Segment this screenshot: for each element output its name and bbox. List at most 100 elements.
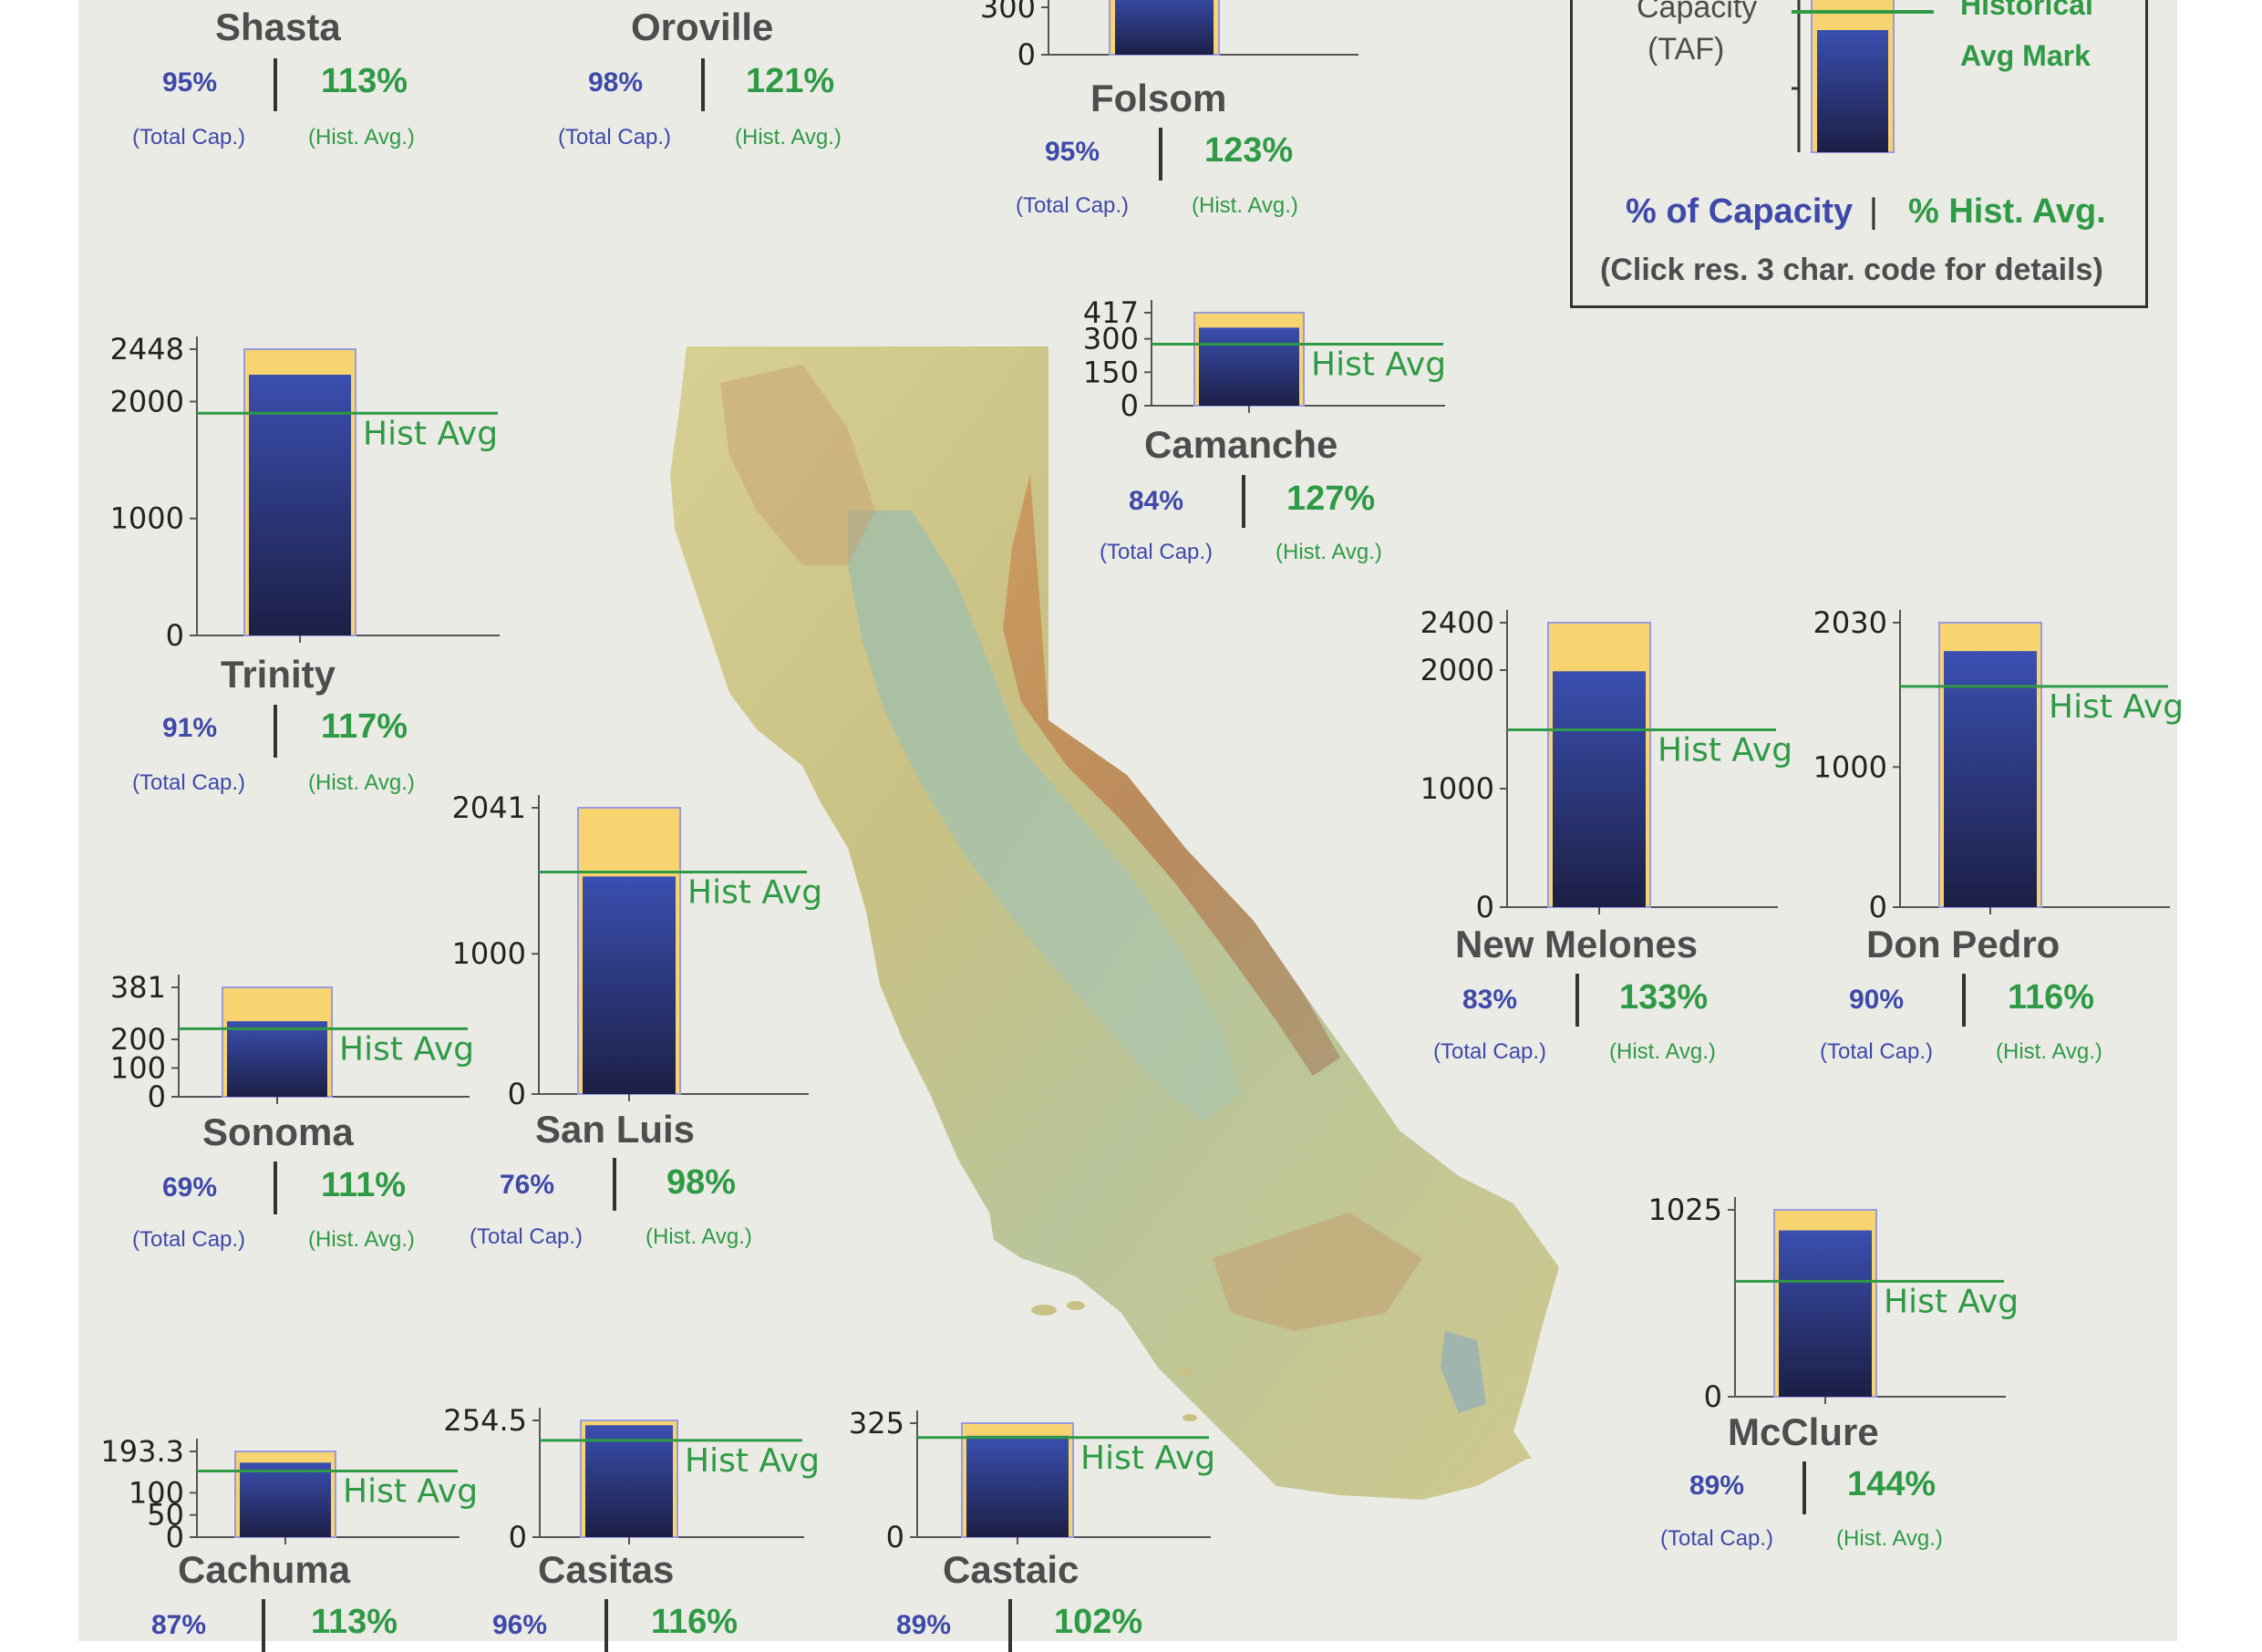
pct-capacity: 96% <box>492 1610 548 1640</box>
divider <box>1159 128 1162 181</box>
new-melones-tick-label: 2400 <box>1420 605 1494 640</box>
central-valley <box>848 511 1240 1121</box>
sonoma-tick-label: 381 <box>110 970 166 1005</box>
don-pedro-hist-avg-label: Hist Avg <box>2049 688 2184 726</box>
pct-hist-avg: 116% <box>2008 978 2095 1017</box>
salton-sea <box>1441 1331 1486 1413</box>
total-cap-label: (Total Cap.) <box>1433 1039 1547 1064</box>
pct-hist-avg: 116% <box>651 1603 739 1641</box>
island <box>1031 1305 1057 1316</box>
castaic-tick-label: 0 <box>886 1520 904 1554</box>
san-luis-hist-avg-label: Hist Avg <box>687 873 822 911</box>
hist-avg-label: (Hist. Avg.) <box>1192 193 1298 218</box>
total-cap-label: (Total Cap.) <box>1016 193 1130 218</box>
pct-capacity: 95% <box>162 67 218 98</box>
hist-avg-label: (Hist. Avg.) <box>1609 1039 1716 1064</box>
reservoir-name[interactable]: Castaic <box>943 1548 1079 1591</box>
cachuma-hist-avg-label: Hist Avg <box>343 1473 478 1511</box>
legend-divider: | <box>1869 192 1878 231</box>
reservoir-name[interactable]: Camanche <box>1144 423 1338 466</box>
legend-pct-capacity: % of Capacity <box>1626 192 1854 231</box>
new-melones-tick-label: 0 <box>1476 890 1494 924</box>
hist-avg-label: (Hist. Avg.) <box>1276 540 1382 564</box>
trinity-tick-label: 0 <box>166 618 184 653</box>
camanche-tick-label: 417 <box>1083 295 1139 330</box>
total-cap-label: (Total Cap.) <box>132 125 246 150</box>
reservoir-name[interactable]: Oroville <box>631 5 774 48</box>
divider <box>604 1599 608 1652</box>
reservoir-name[interactable]: New Melones <box>1455 923 1699 965</box>
trinity-tick-label: 2448 <box>110 332 184 367</box>
folsom-tick-label: 300 <box>980 0 1036 25</box>
reservoir-name[interactable]: McClure <box>1728 1410 1879 1453</box>
divider <box>1575 974 1579 1027</box>
folsom-storage-bar <box>1115 0 1214 55</box>
reservoir-name[interactable]: Cachuma <box>178 1548 351 1591</box>
sonoma-tick-label: 100 <box>110 1051 166 1086</box>
new-melones-hist-avg-label: Hist Avg <box>1658 732 1792 769</box>
don-pedro-tick-label: 2030 <box>1813 605 1887 640</box>
reservoir-name[interactable]: Don Pedro <box>1866 923 2061 965</box>
divider <box>613 1158 616 1211</box>
mcclure-tick-label: 1025 <box>1648 1193 1722 1227</box>
pct-capacity: 90% <box>1849 985 1905 1015</box>
new-melones-tick-label: 1000 <box>1420 771 1494 806</box>
casitas-tick-label: 254.5 <box>443 1403 527 1438</box>
divider <box>1008 1599 1012 1652</box>
casitas-storage-bar <box>585 1425 673 1537</box>
pct-capacity: 89% <box>896 1610 952 1640</box>
new-melones-storage-bar <box>1553 671 1646 907</box>
casitas-hist-avg-label: Hist Avg <box>685 1442 820 1480</box>
pct-capacity: 89% <box>1689 1471 1745 1501</box>
castaic-tick-label: 325 <box>849 1406 904 1440</box>
legend-click-note[interactable]: (Click res. 3 char. code for details) <box>1600 253 2103 287</box>
sonoma-tick-label: 200 <box>110 1022 166 1057</box>
pct-capacity: 91% <box>162 713 218 743</box>
total-cap-label: (Total Cap.) <box>1660 1526 1774 1551</box>
legend-avg-mark-label: Avg Mark <box>1960 39 2091 72</box>
legend-box: Capacity (TAF) Historical Avg Mark % of … <box>1570 0 2148 308</box>
reservoir-name[interactable]: Sonoma <box>202 1110 354 1153</box>
camanche-tick-label: 150 <box>1083 355 1139 389</box>
legend-pct-hist: % Hist. Avg. <box>1908 192 2106 231</box>
pct-hist-avg: 111% <box>321 1166 406 1204</box>
hist-avg-label: (Hist. Avg.) <box>646 1224 752 1249</box>
mcclure-tick-label: 0 <box>1704 1379 1722 1414</box>
don-pedro-storage-bar <box>1944 651 2037 907</box>
san-luis-tick-label: 1000 <box>452 936 526 971</box>
reservoir-name[interactable]: Folsom <box>1090 77 1227 119</box>
pct-hist-avg: 123% <box>1204 131 1294 170</box>
cachuma-tick-label: 0 <box>166 1520 184 1554</box>
island <box>1177 1368 1193 1376</box>
divider <box>1802 1461 1806 1514</box>
divider <box>1962 974 1966 1027</box>
sonoma-hist-avg-label: Hist Avg <box>339 1030 474 1068</box>
pct-capacity: 98% <box>588 67 644 98</box>
legend-taf-label: (TAF) <box>1647 32 1725 67</box>
trinity-tick-label: 1000 <box>110 501 184 536</box>
pct-hist-avg: 117% <box>321 707 408 746</box>
reservoir-name[interactable]: Shasta <box>215 5 341 48</box>
sonoma-storage-bar <box>227 1021 327 1097</box>
hist-avg-label: (Hist. Avg.) <box>308 125 415 150</box>
divider <box>701 58 705 111</box>
hist-avg-label: (Hist. Avg.) <box>735 125 842 150</box>
reservoir-name[interactable]: San Luis <box>535 1108 696 1151</box>
pct-capacity: 84% <box>1129 486 1184 516</box>
don-pedro-tick-label: 0 <box>1869 890 1887 924</box>
camanche-tick-label: 0 <box>1121 388 1139 423</box>
folsom-tick-label: 0 <box>1017 37 1036 72</box>
camanche-hist-avg-label: Hist Avg <box>1311 346 1446 383</box>
pct-hist-avg: 113% <box>311 1603 398 1641</box>
cachuma-tick-label: 193.3 <box>100 1434 184 1469</box>
hist-avg-label: (Hist. Avg.) <box>308 1227 415 1252</box>
reservoir-name[interactable]: Casitas <box>538 1548 675 1591</box>
camanche-storage-bar <box>1199 327 1299 406</box>
san-luis-tick-label: 0 <box>508 1077 526 1111</box>
pct-capacity: 95% <box>1045 137 1100 167</box>
coast-range <box>720 365 875 565</box>
pct-hist-avg: 98% <box>666 1163 737 1202</box>
reservoir-name[interactable]: Trinity <box>221 653 336 696</box>
